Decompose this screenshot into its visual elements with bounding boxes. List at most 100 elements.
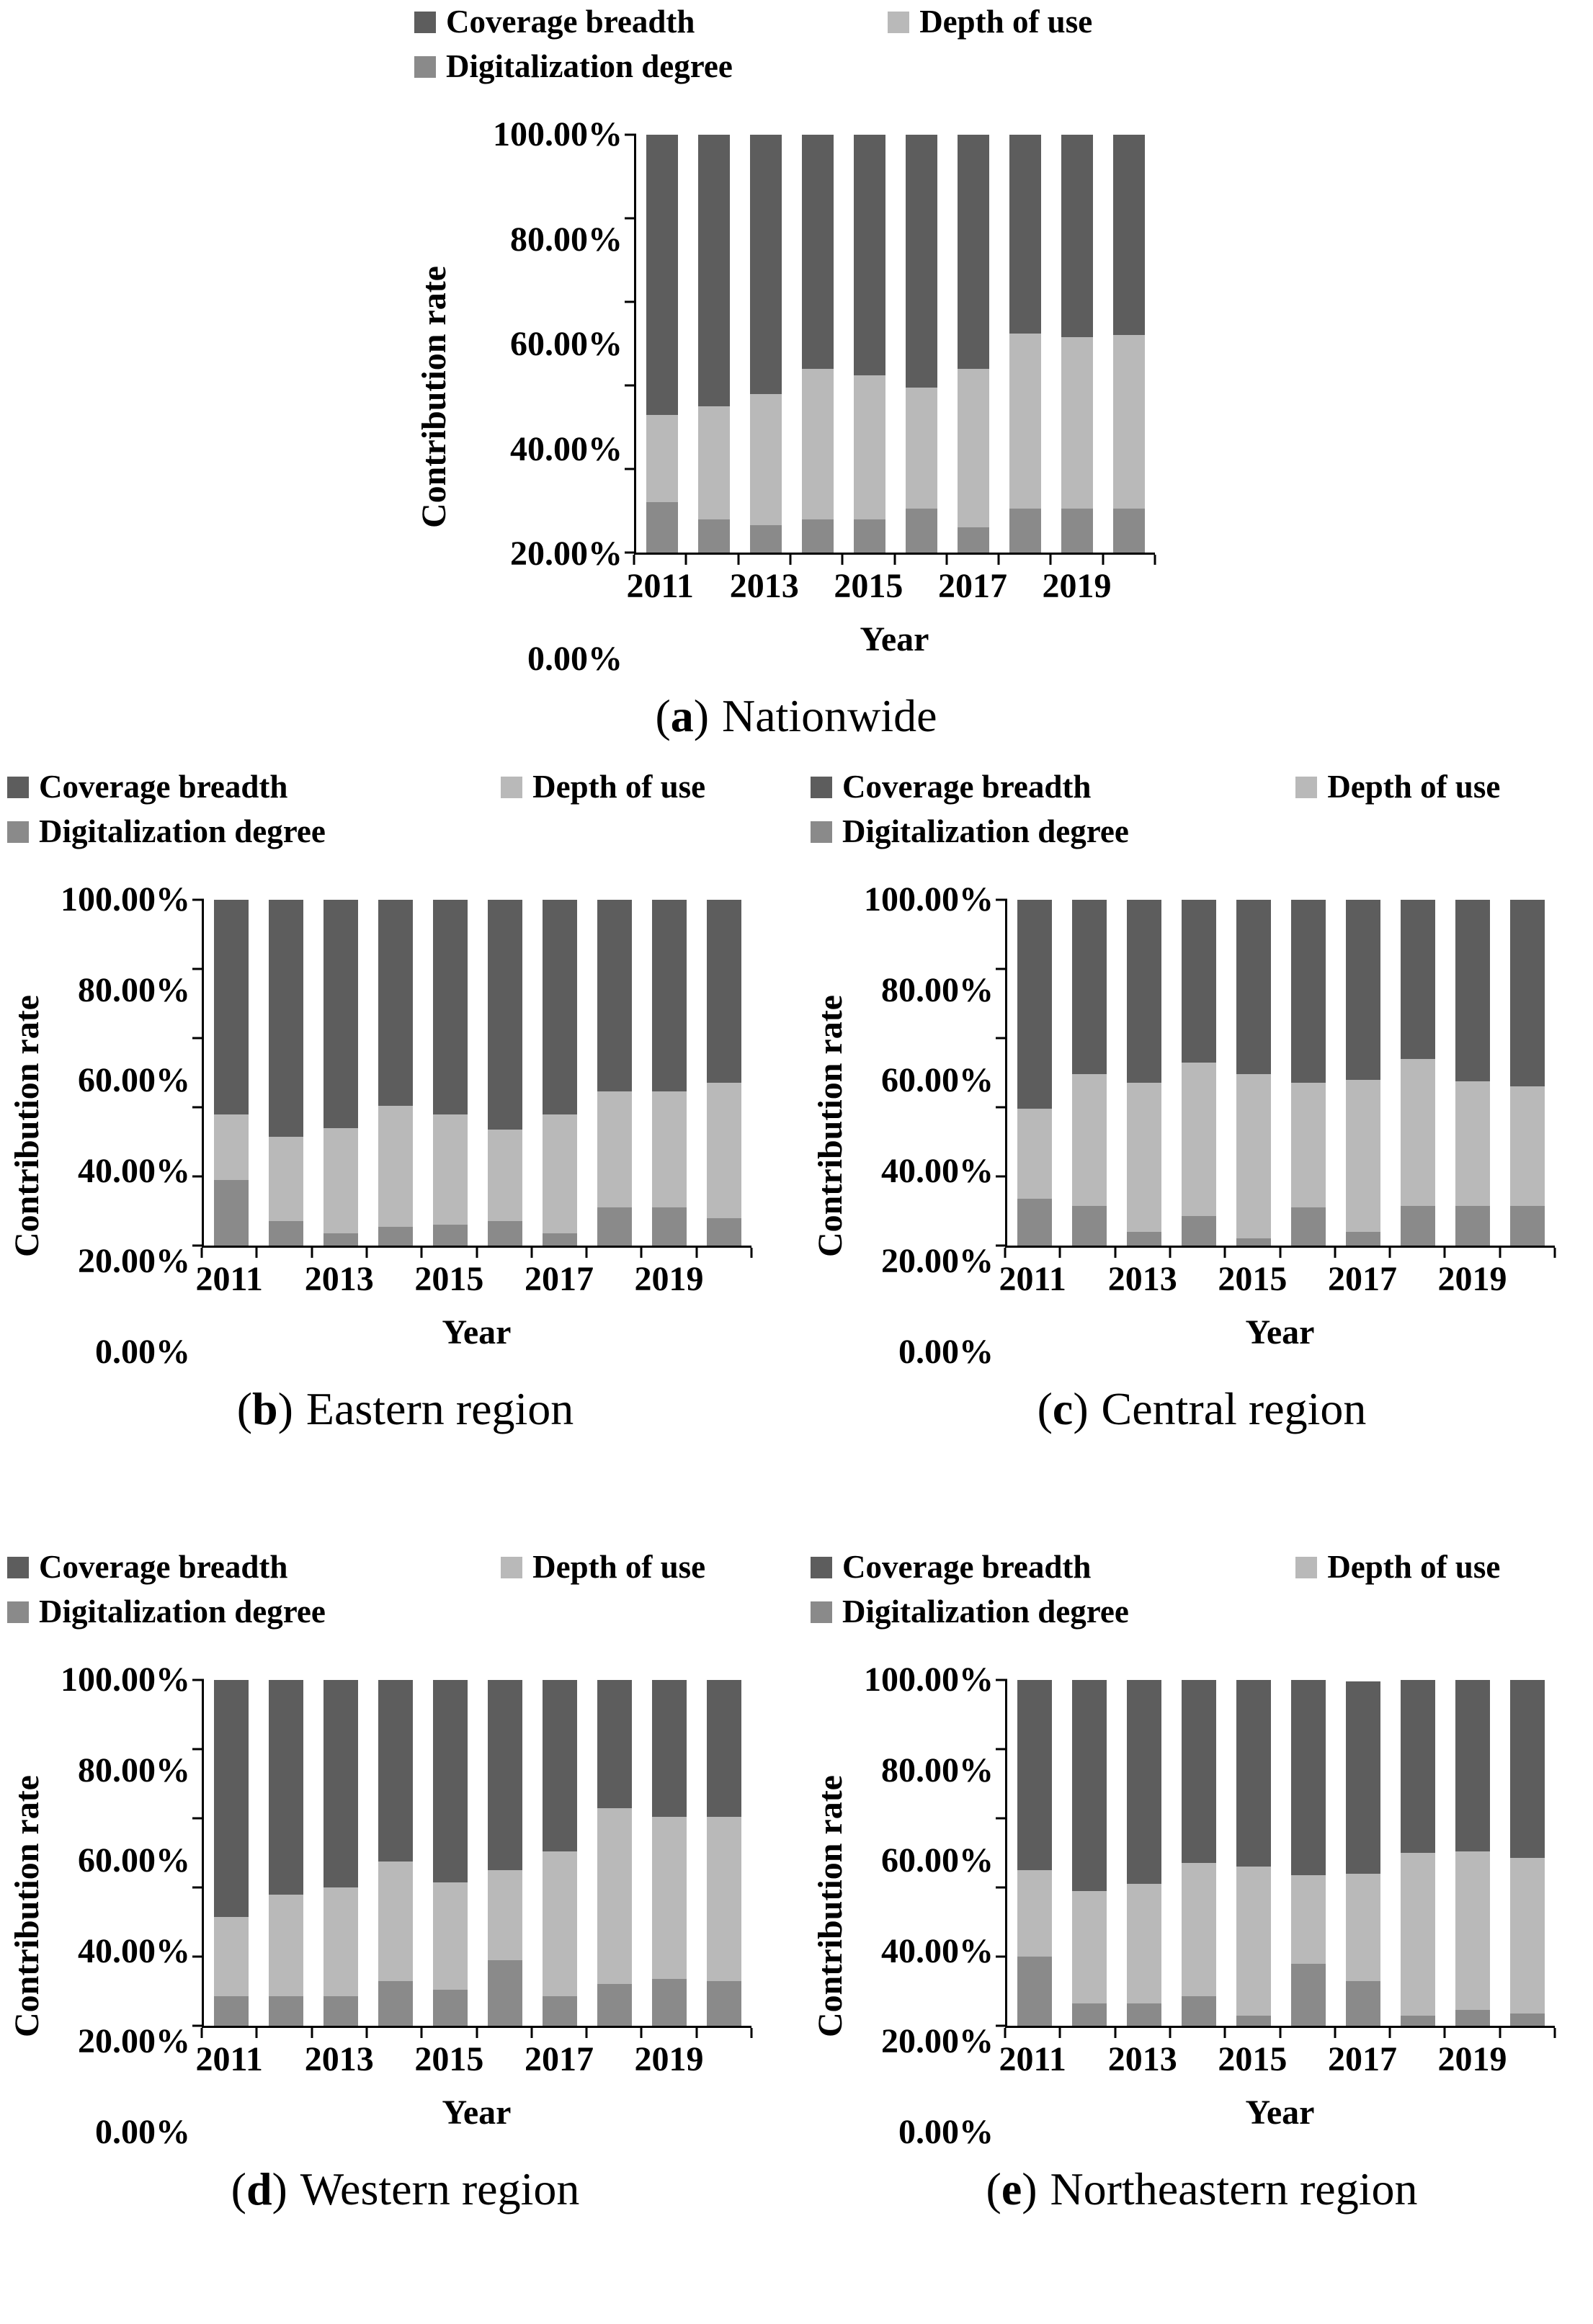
y-tick-label: 0.00% xyxy=(898,1333,994,1371)
bar-segment-depth-of-use-2020 xyxy=(707,1083,741,1218)
legend: Coverage breadth Depth of use Digitaliza… xyxy=(811,771,1593,860)
bar-segment-coverage-breadth-2015 xyxy=(1236,1680,1271,1867)
y-axis-tick xyxy=(996,967,1007,970)
depth-of-use-swatch-icon xyxy=(501,776,523,798)
bar-segment-coverage-breadth-2018 xyxy=(1009,135,1042,334)
x-axis-tick xyxy=(420,1248,423,1258)
x-axis-ticks xyxy=(200,1248,753,1259)
bar-segment-depth-of-use-2017 xyxy=(1346,1873,1380,1981)
bar-segment-digitalization-degree-2017 xyxy=(957,527,990,553)
bar-segment-coverage-breadth-2017 xyxy=(1346,1681,1380,1874)
bar-segment-digitalization-degree-2011 xyxy=(1017,1199,1052,1246)
y-tick-label: 0.00% xyxy=(527,640,623,678)
bar-segment-depth-of-use-2013 xyxy=(1127,1884,1161,2003)
y-tick-label: 80.00% xyxy=(78,970,190,1009)
digitalization-degree-swatch-icon xyxy=(811,1601,832,1623)
x-axis-ticks xyxy=(1004,1248,1556,1259)
y-tick-label: 40.00% xyxy=(510,429,623,468)
caption-letter: b xyxy=(252,1383,278,1434)
bar-segment-coverage-breadth-2017 xyxy=(543,900,577,1114)
x-tick-label: 2015 xyxy=(1218,2040,1288,2078)
x-axis-tick xyxy=(1334,2028,1337,2038)
y-axis-tick xyxy=(996,1244,1007,1247)
bar-segment-depth-of-use-2018 xyxy=(1401,1058,1435,1206)
x-axis-tick xyxy=(311,1248,313,1258)
bar-segment-depth-of-use-2020 xyxy=(1510,1086,1545,1206)
x-tick-label: 2011 xyxy=(195,2040,263,2078)
legend-label: Coverage breadth xyxy=(446,4,695,40)
y-axis-tick xyxy=(996,1106,1007,1109)
plot-area xyxy=(192,898,751,1248)
x-axis-tick xyxy=(1279,1248,1281,1258)
bar-segment-depth-of-use-2018 xyxy=(597,1807,632,1985)
x-axis-tick xyxy=(1279,2028,1281,2038)
x-axis-title: Year xyxy=(442,2093,512,2132)
bar-segment-digitalization-degree-2012 xyxy=(1072,1205,1107,1246)
caption-northeastern: (e) Northeastern region xyxy=(811,2163,1593,2216)
bar-segment-depth-of-use-2017 xyxy=(1346,1079,1380,1232)
bar-segment-depth-of-use-2016 xyxy=(488,1870,522,1960)
y-tick-label: 60.00% xyxy=(78,1061,190,1100)
bar-segment-depth-of-use-2017 xyxy=(543,1851,577,1997)
legend-label: Coverage breadth xyxy=(842,769,1092,805)
x-axis-tick xyxy=(684,555,687,565)
y-axis-tick xyxy=(625,551,636,554)
coverage-breadth-swatch-icon xyxy=(414,11,436,33)
bar-segment-digitalization-degree-2016 xyxy=(1291,1963,1326,2026)
bar-segment-depth-of-use-2015 xyxy=(1236,1074,1271,1239)
digitalization-degree-swatch-icon xyxy=(7,1601,29,1623)
bar-segment-digitalization-degree-2019 xyxy=(1455,1205,1490,1246)
caption-nationwide: (a) Nationwide xyxy=(414,689,1178,743)
y-axis-tick xyxy=(996,898,1007,901)
bar-segment-coverage-breadth-2020 xyxy=(1510,1680,1545,1859)
legend-item-digitalization-degree: Digitalization degree xyxy=(811,815,1129,848)
x-axis-tick xyxy=(893,555,896,565)
bar-segment-coverage-breadth-2014 xyxy=(1182,900,1216,1063)
bar-segment-depth-of-use-2015 xyxy=(433,1882,468,1990)
bar-segment-depth-of-use-2019 xyxy=(1455,1851,1490,2011)
legend-row: Coverage breadth Depth of use xyxy=(414,6,1178,50)
bar-segment-depth-of-use-2016 xyxy=(905,387,938,509)
bar-segment-coverage-breadth-2018 xyxy=(597,900,632,1092)
x-axis-tick xyxy=(1058,2028,1061,2038)
y-tick-label: 0.00% xyxy=(898,2113,994,2151)
bar-segment-depth-of-use-2011 xyxy=(646,414,679,503)
bar-segment-coverage-breadth-2020 xyxy=(707,1680,741,1817)
legend-item-digitalization-degree: Digitalization degree xyxy=(811,1596,1129,1628)
bar-segment-depth-of-use-2014 xyxy=(378,1105,413,1227)
chart-area: Contribution rate 100.00% 80.00% 60.00% 40.… xyxy=(811,882,1593,1369)
chart-panel-nationwide: Coverage breadth Depth of use Digitaliza… xyxy=(414,0,1178,743)
legend-item-depth-of-use: Depth of use xyxy=(1295,1551,1500,1583)
bar-segment-digitalization-degree-2019 xyxy=(652,1207,687,1246)
bar-segment-digitalization-degree-2014 xyxy=(1182,1216,1216,1246)
bar-segment-coverage-breadth-2015 xyxy=(853,135,886,375)
bar-segment-digitalization-degree-2013 xyxy=(323,1996,358,2026)
legend-label: Coverage breadth xyxy=(39,769,288,805)
bar-segment-digitalization-degree-2018 xyxy=(1401,1205,1435,1246)
y-axis-tick xyxy=(625,217,636,220)
bar-segment-coverage-breadth-2018 xyxy=(597,1680,632,1808)
bar-segment-digitalization-degree-2016 xyxy=(1291,1207,1326,1246)
bar-segment-depth-of-use-2013 xyxy=(323,1127,358,1234)
bar-segment-digitalization-degree-2016 xyxy=(488,1221,522,1246)
x-axis-tick xyxy=(997,555,1000,565)
coverage-breadth-swatch-icon xyxy=(7,1556,29,1578)
x-axis-tick xyxy=(1169,2028,1172,2038)
bar-segment-coverage-breadth-2014 xyxy=(1182,1680,1216,1864)
legend-row: Digitalization degree xyxy=(811,815,1593,860)
x-tick-label: 2015 xyxy=(414,1260,484,1298)
x-axis-tick xyxy=(1058,1248,1061,1258)
caption-eastern: (b) Eastern region xyxy=(7,1382,803,1436)
bar-segment-coverage-breadth-2012 xyxy=(269,900,303,1137)
x-axis-ticks xyxy=(1004,2028,1556,2039)
caption-western: (d) Western region xyxy=(7,2163,803,2216)
legend-item-depth-of-use: Depth of use xyxy=(1295,771,1500,803)
x-axis-tick xyxy=(1114,2028,1117,2038)
digitalization-degree-swatch-icon xyxy=(811,821,832,843)
y-tick-label: 100.00% xyxy=(493,115,623,153)
legend-row: Digitalization degree xyxy=(811,1596,1593,1640)
caption-open: ( xyxy=(231,2163,246,2214)
bar-segment-depth-of-use-2018 xyxy=(1009,333,1042,509)
depth-of-use-swatch-icon xyxy=(888,11,910,33)
